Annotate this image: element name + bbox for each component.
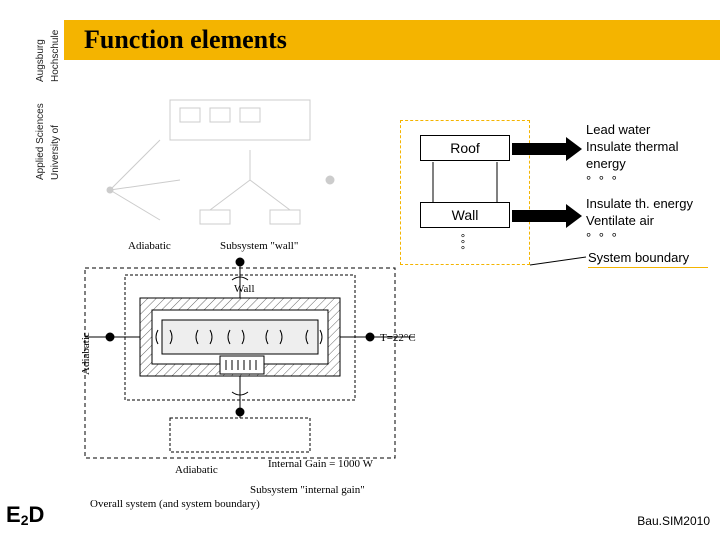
sidebar-line3: University of bbox=[50, 125, 61, 180]
wall-label: Wall bbox=[452, 207, 479, 223]
wall-fn2: Ventilate air bbox=[586, 213, 693, 230]
boundary-pointer bbox=[530, 255, 590, 269]
d-intgain: Internal Gain = 1000 W bbox=[268, 458, 373, 470]
header-bar: Function elements bbox=[64, 20, 720, 60]
d-overall: Overall system (and system boundary) bbox=[90, 498, 260, 510]
wall-functions: Insulate th. energy Ventilate air ° ° ° bbox=[586, 196, 693, 247]
logo-e2d: E2D bbox=[6, 502, 44, 528]
d-wall-label: Wall bbox=[234, 283, 255, 295]
roof-more: ° ° ° bbox=[586, 173, 720, 190]
d-subint: Subsystem "internal gain" bbox=[250, 484, 365, 496]
roof-functions: Lead water Insulate thermal energy ° ° ° bbox=[586, 122, 720, 190]
footer-conf: Bau.SIM2010 bbox=[637, 514, 710, 528]
roof-label: Roof bbox=[450, 140, 480, 156]
elements-vdots: °°° bbox=[458, 236, 468, 254]
roof-fn2: Insulate thermal energy bbox=[586, 139, 720, 173]
d-tfixed: T=22°C bbox=[380, 332, 416, 344]
sidebar-line1: Hochschule bbox=[50, 30, 61, 82]
page-title: Function elements bbox=[84, 25, 287, 55]
sidebar-line2: Augsburg bbox=[35, 39, 46, 82]
arrow-wall bbox=[512, 202, 584, 230]
connector-roof-wall bbox=[432, 162, 498, 204]
d-adiabatic-left: Adiabatic bbox=[80, 332, 92, 375]
element-roof: Roof bbox=[420, 135, 510, 161]
sidebar: Hochschule Augsburg University of Applie… bbox=[0, 0, 64, 540]
d-adiabatic-bottom: Adiabatic bbox=[175, 464, 218, 476]
element-wall: Wall bbox=[420, 202, 510, 228]
wall-more: ° ° ° bbox=[586, 230, 693, 247]
diagram: Adiabatic Subsystem "wall" Wall bbox=[70, 240, 430, 520]
wall-fn1: Insulate th. energy bbox=[586, 196, 693, 213]
boundary-label: System boundary bbox=[588, 250, 708, 268]
sidebar-line4: Applied Sciences bbox=[35, 103, 46, 180]
arrow-roof bbox=[512, 135, 584, 163]
schematic-sketch bbox=[100, 80, 390, 240]
roof-fn1: Lead water bbox=[586, 122, 720, 139]
